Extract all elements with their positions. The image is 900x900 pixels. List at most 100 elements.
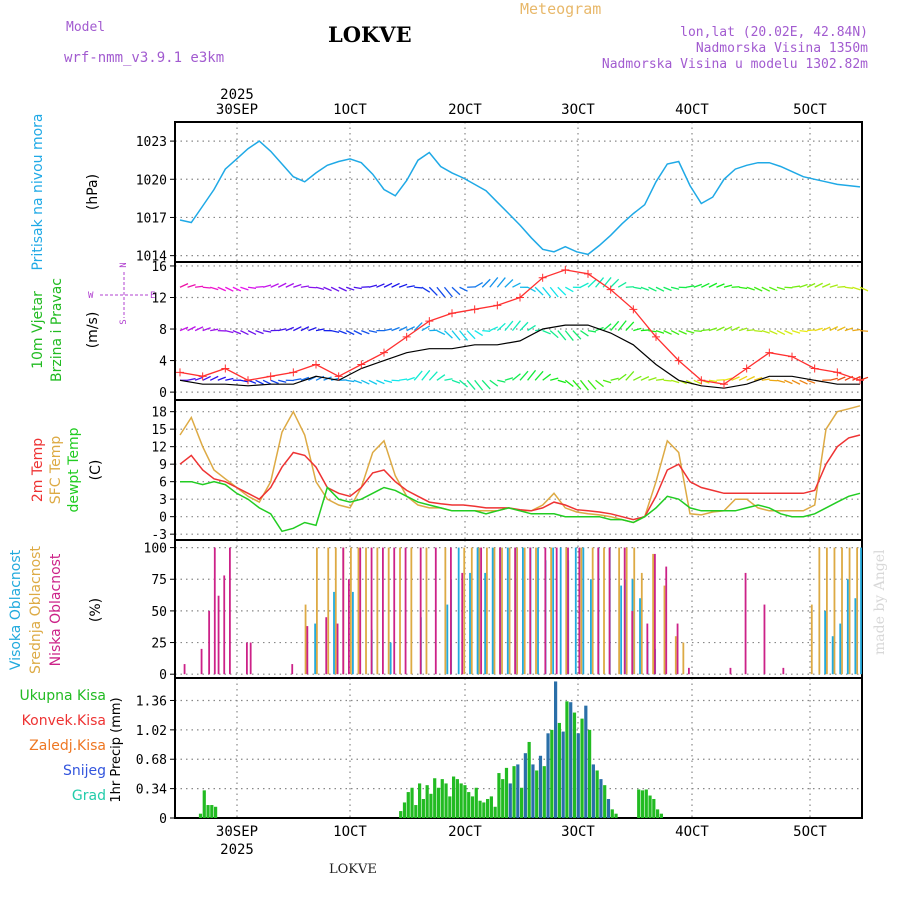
wind-barb — [300, 326, 310, 332]
wind-speed-marker — [538, 273, 547, 282]
y-tick-label: 3 — [159, 493, 167, 508]
wind-barb — [466, 330, 476, 340]
precip-legend-item: Grad — [72, 788, 106, 804]
precip-bar — [493, 806, 497, 818]
high-cloud-bar — [860, 547, 862, 675]
wind-barb — [648, 329, 657, 333]
temp2m-axis-name: 2m Temp — [30, 438, 46, 502]
wind-barb — [723, 377, 733, 381]
wind-speed-marker — [606, 285, 615, 294]
wind-speed-marker — [402, 332, 411, 341]
mid-cloud-bar — [810, 604, 813, 675]
precip-bar — [538, 755, 543, 818]
coordinates: lon,lat (20.02E, 42.84N) — [680, 25, 868, 40]
wind-barb — [602, 379, 612, 384]
wind-barb — [255, 329, 264, 335]
high-cloud-bar — [639, 598, 641, 675]
high-cloud-bar — [582, 547, 585, 675]
x-tick-label-bottom: 5OCT — [793, 824, 827, 840]
low-cloud-bar — [382, 547, 384, 675]
wind-barb — [187, 377, 196, 381]
high-cloud-bar — [620, 585, 623, 675]
wind-barb — [459, 379, 468, 388]
wind-barb — [746, 286, 755, 291]
precip-bar — [402, 802, 407, 818]
wind-barb — [678, 330, 687, 335]
wind-barb — [708, 379, 717, 383]
mid-cloud-bar — [376, 547, 379, 675]
altitude: Nadmorska Visina 1350m — [695, 41, 868, 56]
wind-barb — [761, 378, 770, 381]
wind-barb — [587, 379, 597, 390]
high-cloud-bar — [484, 572, 487, 675]
wind-barb — [232, 330, 242, 335]
y-tick-label: 15 — [151, 423, 167, 438]
wind-barb — [179, 283, 189, 288]
precip-bar — [474, 787, 478, 818]
high-cloud-bar — [506, 547, 509, 675]
wind-barb — [466, 379, 476, 390]
high-cloud-bar — [846, 579, 849, 675]
wind-barb — [300, 376, 310, 381]
compass-e: E — [150, 291, 155, 301]
wind-barb — [323, 286, 332, 292]
wind-barb — [844, 327, 854, 332]
wind-barb — [391, 326, 400, 332]
wind-barb — [421, 325, 431, 332]
wind-barb — [406, 285, 415, 288]
low-cloud-bar — [213, 547, 216, 675]
wind-speed-marker — [833, 368, 842, 377]
wind-barb — [270, 379, 279, 385]
low-cloud-bar — [499, 547, 501, 675]
precip-bar — [550, 729, 554, 818]
wind-barb — [784, 379, 793, 385]
low-cloud-bar — [608, 547, 611, 675]
low-cloud-axis-name: Niska Oblacnost — [48, 553, 64, 666]
mid-cloud-bar — [523, 547, 526, 675]
wind-barb — [481, 379, 491, 390]
wind-barb — [716, 326, 725, 332]
pressure-axis-unit: (hPa) — [85, 174, 101, 210]
y-tick-label: 75 — [151, 573, 167, 588]
wind-barb — [701, 328, 710, 332]
wind-barb — [859, 329, 869, 332]
low-cloud-bar — [348, 579, 350, 675]
wind-barb — [414, 286, 423, 289]
mid-cloud-bar — [493, 547, 496, 675]
y-tick-label: 0.34 — [136, 783, 167, 798]
wind-barb — [655, 378, 665, 381]
wind-barb — [277, 282, 287, 288]
wind-barb — [527, 324, 536, 332]
wind-barb — [565, 286, 574, 293]
mid-cloud-bar — [826, 547, 828, 675]
wind-barb — [209, 375, 219, 381]
wind-barb — [293, 326, 302, 332]
high-cloud-bar — [559, 547, 562, 675]
precip-bar — [452, 776, 456, 818]
wind-barb — [413, 370, 423, 381]
wind-barb — [368, 329, 378, 333]
precip-bar — [406, 792, 410, 818]
pressure-axis-name: Pritisak na nivou mora — [30, 113, 46, 270]
wind-barb — [648, 377, 657, 381]
precip-bar — [640, 790, 645, 818]
low-cloud-bar — [567, 547, 569, 675]
wind-barb — [550, 377, 559, 381]
mid-cloud-bar — [365, 547, 367, 675]
mid-cloud-bar — [410, 547, 413, 675]
low-cloud-bar — [342, 547, 345, 675]
wind-barb — [791, 329, 801, 334]
pressure-line — [179, 140, 861, 256]
wind-barb — [406, 326, 415, 332]
wind-barb — [617, 320, 627, 332]
compass-cross — [100, 272, 148, 318]
wind-barb — [633, 375, 642, 381]
wind-barb — [293, 378, 302, 381]
low-cloud-bar — [555, 547, 558, 675]
high-cloud-bar — [537, 547, 539, 675]
wind-barb — [806, 379, 816, 384]
precip-bar — [542, 766, 546, 818]
wind-barb — [489, 379, 499, 387]
mid-cloud-bar — [399, 547, 401, 675]
low-cloud-bar — [623, 547, 626, 675]
